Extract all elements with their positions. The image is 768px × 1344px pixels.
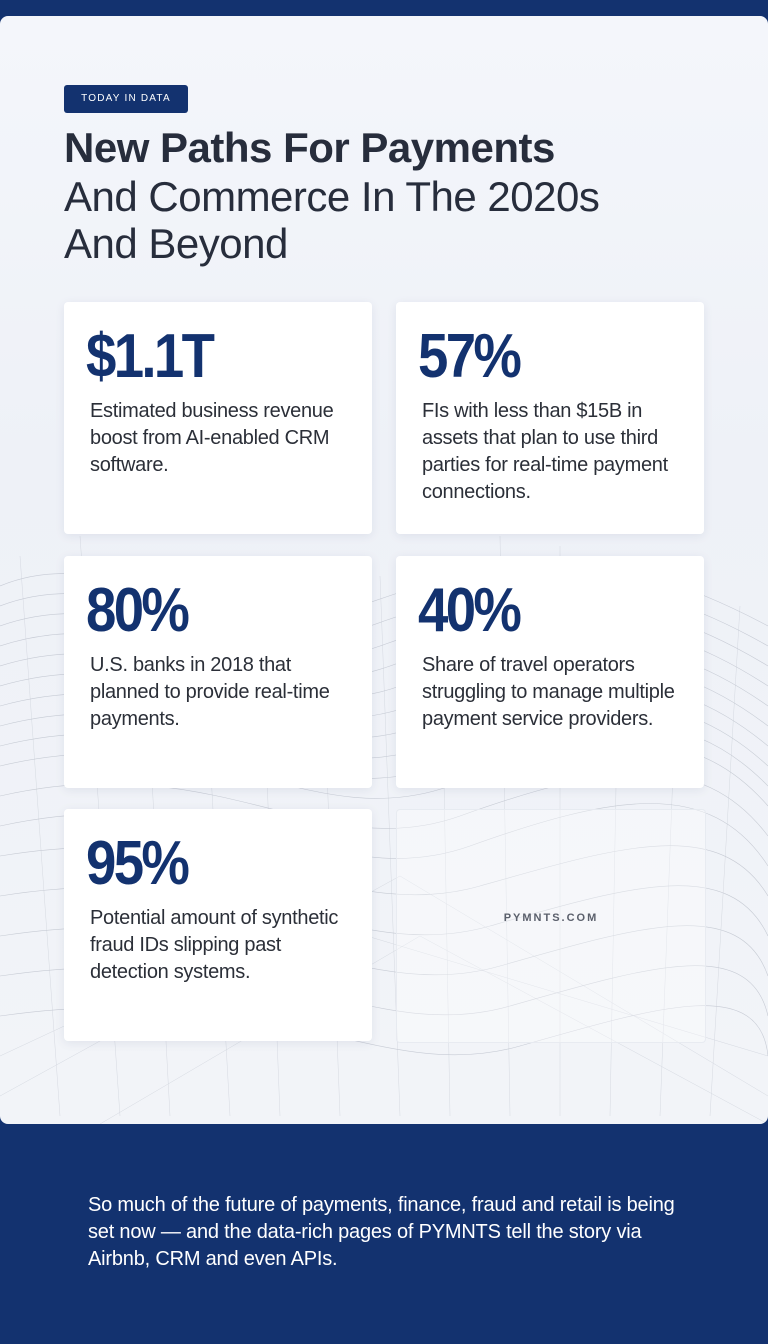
stat-value: $1.1T: [86, 322, 215, 391]
stat-card-4: 40% Share of travel operators struggling…: [396, 556, 704, 788]
footer-text: So much of the future of payments, finan…: [88, 1194, 675, 1270]
stat-card-3: 80% U.S. banks in 2018 that planned to p…: [64, 556, 372, 788]
stat-card-5: 95% Potential amount of synthetic fraud …: [64, 809, 372, 1041]
stat-description: FIs with less than $15B in assets that p…: [422, 400, 668, 503]
subtitle-line-2: And Beyond: [64, 220, 288, 267]
stat-value: 57%: [418, 322, 522, 391]
page-subtitle: And Commerce In The 2020s And Beyond: [64, 173, 744, 267]
stat-value: 80%: [86, 576, 190, 645]
stat-card-2: 57% FIs with less than $15B in assets th…: [396, 302, 704, 534]
page-title: New Paths For Payments: [64, 124, 555, 171]
logo-card: PYMNTS.COM: [396, 809, 706, 1043]
category-tag: TODAY IN DATA: [64, 85, 188, 113]
stat-description: Potential amount of synthetic fraud IDs …: [90, 907, 339, 983]
subtitle-line-1: And Commerce In The 2020s: [64, 173, 600, 220]
stat-description: U.S. banks in 2018 that planned to provi…: [90, 654, 330, 730]
top-strip: [0, 0, 768, 16]
stat-description: Share of travel operators struggling to …: [422, 654, 675, 730]
brand-logo: PYMNTS.COM: [503, 912, 599, 924]
stat-value: 95%: [86, 829, 190, 898]
stat-description: Estimated business revenue boost from AI…: [90, 400, 334, 476]
content-panel: TODAY IN DATA New Paths For Payments And…: [0, 16, 768, 1124]
stat-value: 40%: [418, 576, 522, 645]
stat-card-1: $1.1T Estimated business revenue boost f…: [64, 302, 372, 534]
